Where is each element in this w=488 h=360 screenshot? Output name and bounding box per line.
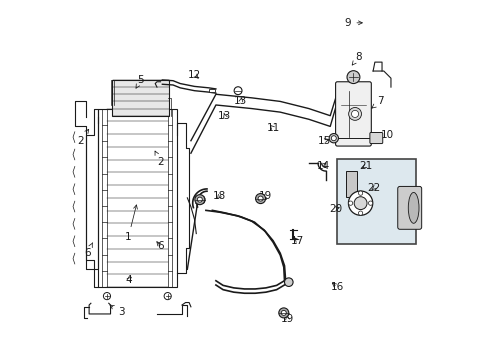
Text: 20: 20: [328, 203, 342, 213]
Text: 2: 2: [77, 129, 88, 146]
Text: 2: 2: [155, 151, 163, 167]
Circle shape: [164, 293, 171, 300]
Text: 11: 11: [266, 123, 279, 133]
Bar: [98, 109, 176, 287]
Bar: [112, 80, 169, 116]
Circle shape: [194, 195, 204, 204]
Text: 1: 1: [125, 205, 137, 242]
Circle shape: [284, 278, 292, 287]
Circle shape: [351, 111, 358, 117]
Text: 15: 15: [317, 136, 330, 146]
Text: 6: 6: [84, 243, 92, 258]
Text: 8: 8: [351, 52, 362, 65]
Text: 10: 10: [377, 130, 393, 140]
Circle shape: [234, 87, 242, 95]
Circle shape: [353, 197, 366, 210]
Text: 9: 9: [344, 18, 362, 28]
Circle shape: [348, 201, 352, 205]
Circle shape: [281, 310, 285, 315]
Text: 22: 22: [366, 183, 380, 193]
Text: 19: 19: [280, 314, 293, 324]
Text: 5: 5: [136, 75, 144, 88]
Text: 3: 3: [110, 305, 124, 317]
Text: 14: 14: [316, 161, 329, 171]
Ellipse shape: [407, 193, 418, 223]
Text: 18: 18: [212, 191, 225, 201]
Text: 19: 19: [194, 197, 207, 206]
Circle shape: [358, 191, 362, 195]
Circle shape: [346, 71, 359, 84]
Circle shape: [358, 211, 362, 215]
Bar: [208, 89, 215, 92]
Text: 12: 12: [187, 69, 201, 80]
Circle shape: [348, 108, 361, 120]
Text: 17: 17: [290, 236, 304, 246]
Circle shape: [328, 134, 338, 143]
Text: 19: 19: [259, 191, 272, 201]
Circle shape: [348, 191, 372, 215]
Text: 13: 13: [218, 111, 231, 121]
Text: 7: 7: [371, 96, 383, 108]
Text: 6: 6: [157, 241, 163, 251]
Text: 13: 13: [234, 96, 247, 107]
Circle shape: [103, 293, 110, 300]
Circle shape: [258, 196, 263, 201]
Text: 16: 16: [330, 282, 343, 292]
Circle shape: [255, 194, 265, 203]
FancyBboxPatch shape: [397, 186, 421, 229]
Text: 4: 4: [125, 275, 131, 285]
Bar: [346, 171, 356, 197]
Circle shape: [278, 308, 288, 318]
Circle shape: [367, 201, 372, 205]
Circle shape: [331, 136, 336, 141]
FancyBboxPatch shape: [369, 132, 382, 144]
Circle shape: [197, 197, 202, 202]
Bar: [337, 158, 415, 244]
FancyBboxPatch shape: [335, 82, 370, 146]
Text: 21: 21: [359, 161, 372, 171]
